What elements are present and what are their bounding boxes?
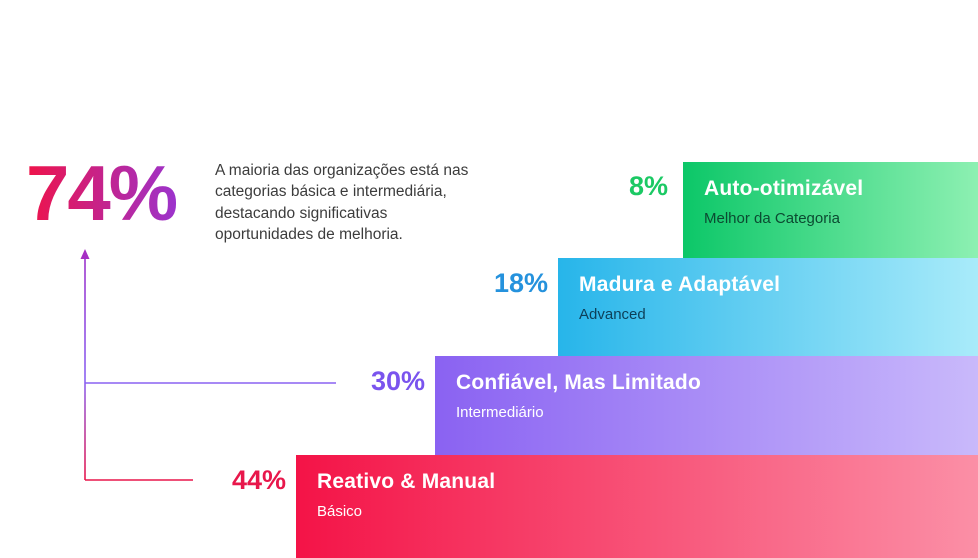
bar-title: Confiável, Mas Limitado xyxy=(456,371,701,394)
bar-auto-otimizavel: Auto-otimizável Melhor da Categoria xyxy=(683,162,978,258)
bar-percent-label-confiavel-limitado: 30% xyxy=(370,366,425,396)
bar-title: Madura e Adaptável xyxy=(579,273,781,296)
bar-reativo-manual: Reativo & Manual Básico xyxy=(296,455,978,558)
bar-title: Auto-otimizável xyxy=(704,177,864,200)
bar-subtitle: Advanced xyxy=(579,306,646,323)
bar-percent-label-auto-otimizavel: 8% xyxy=(628,171,668,201)
bar-title: Reativo & Manual xyxy=(317,470,496,493)
bar-subtitle: Melhor da Categoria xyxy=(704,210,840,227)
bar-subtitle: Intermediário xyxy=(456,404,544,421)
headline-description: A maioria das organizações está nas cate… xyxy=(215,162,469,244)
bar-percent-label-reativo-manual: 44% xyxy=(231,465,286,495)
headline-percent: 74% xyxy=(26,149,178,237)
arrow-up-icon xyxy=(80,249,90,259)
bar-percent-label-madura-adaptavel: 18% xyxy=(493,268,548,298)
bar-confiavel-limitado: Confiável, Mas Limitado Intermediário xyxy=(435,356,978,455)
bar-madura-adaptavel: Madura e Adaptável Advanced xyxy=(558,258,978,356)
bar-subtitle: Básico xyxy=(317,503,363,520)
